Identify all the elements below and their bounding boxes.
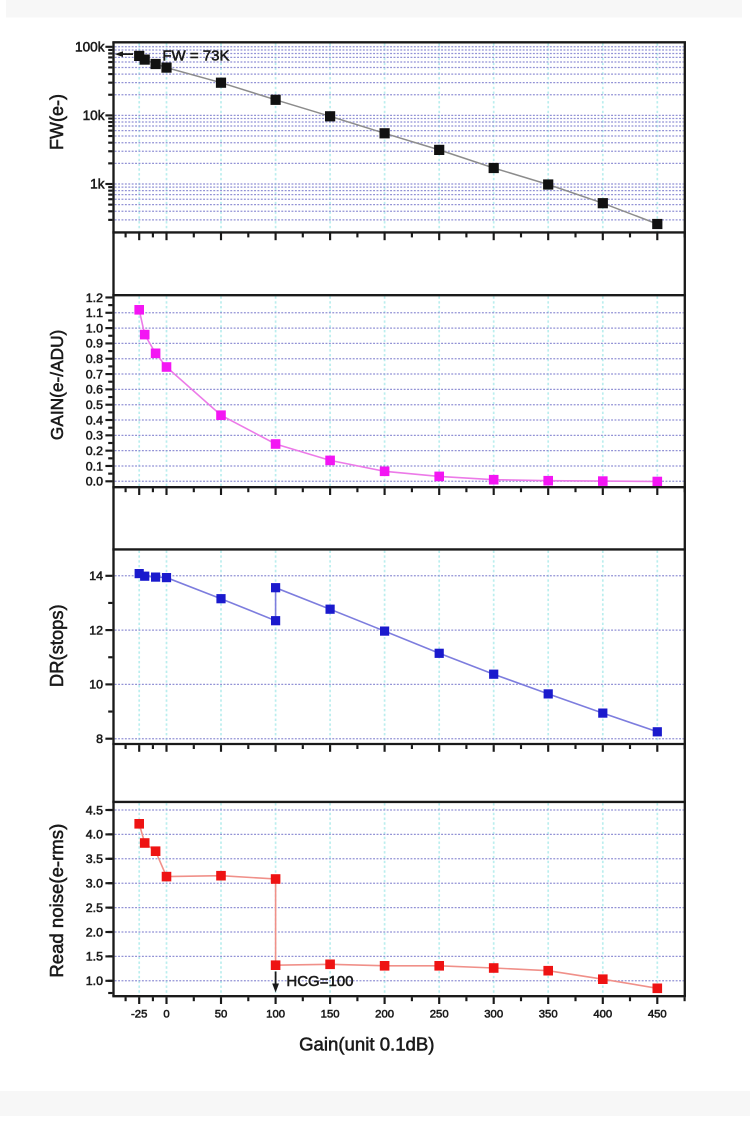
svg-text:1k: 1k (90, 177, 105, 192)
svg-text:-25: -25 (131, 1009, 147, 1021)
svg-text:4.0: 4.0 (86, 828, 103, 842)
svg-text:400: 400 (593, 1009, 612, 1021)
svg-text:1.5: 1.5 (86, 950, 103, 964)
svg-text:0.0: 0.0 (86, 475, 103, 489)
svg-text:3.5: 3.5 (86, 852, 103, 866)
svg-text:1.2: 1.2 (86, 291, 103, 305)
svg-text:1.0: 1.0 (86, 974, 103, 988)
svg-text:0.3: 0.3 (86, 429, 103, 443)
svg-text:2.0: 2.0 (86, 925, 103, 939)
svg-text:14: 14 (89, 569, 103, 583)
svg-text:0.9: 0.9 (86, 337, 103, 351)
svg-text:GAIN(e-/ADU): GAIN(e-/ADU) (47, 330, 67, 440)
svg-text:10: 10 (89, 678, 103, 692)
svg-text:200: 200 (375, 1009, 394, 1021)
svg-text:0.6: 0.6 (86, 383, 103, 397)
svg-text:Gain(unit 0.1dB): Gain(unit 0.1dB) (299, 1033, 434, 1054)
svg-text:HCG=100: HCG=100 (286, 973, 353, 990)
svg-text:0: 0 (163, 1009, 169, 1021)
svg-text:0.5: 0.5 (86, 398, 103, 412)
svg-text:Read noise(e-rms): Read noise(e-rms) (46, 824, 67, 978)
svg-text:100k: 100k (75, 39, 105, 54)
svg-text:FW(e-): FW(e-) (47, 94, 67, 150)
svg-text:0.7: 0.7 (86, 367, 103, 381)
svg-text:DR(stops): DR(stops) (46, 604, 67, 687)
svg-text:0.8: 0.8 (86, 352, 103, 366)
svg-text:10k: 10k (83, 108, 105, 123)
svg-text:300: 300 (484, 1009, 503, 1021)
svg-text:2.5: 2.5 (86, 901, 103, 915)
svg-text:1.0: 1.0 (86, 321, 103, 335)
svg-text:150: 150 (321, 1009, 340, 1021)
svg-text:0.4: 0.4 (86, 413, 103, 427)
svg-text:350: 350 (539, 1009, 558, 1021)
svg-text:450: 450 (648, 1009, 667, 1021)
svg-text:8: 8 (96, 732, 103, 746)
svg-text:4.5: 4.5 (86, 803, 103, 817)
svg-text:50: 50 (215, 1009, 228, 1021)
svg-text:3.0: 3.0 (86, 877, 103, 891)
svg-text:0.1: 0.1 (86, 459, 103, 473)
svg-text:12: 12 (89, 623, 103, 637)
svg-text:FW = 73K: FW = 73K (162, 48, 229, 65)
svg-text:1.1: 1.1 (86, 306, 103, 320)
svg-text:0.2: 0.2 (86, 444, 103, 458)
svg-text:100: 100 (266, 1009, 285, 1021)
svg-text:250: 250 (430, 1009, 449, 1021)
